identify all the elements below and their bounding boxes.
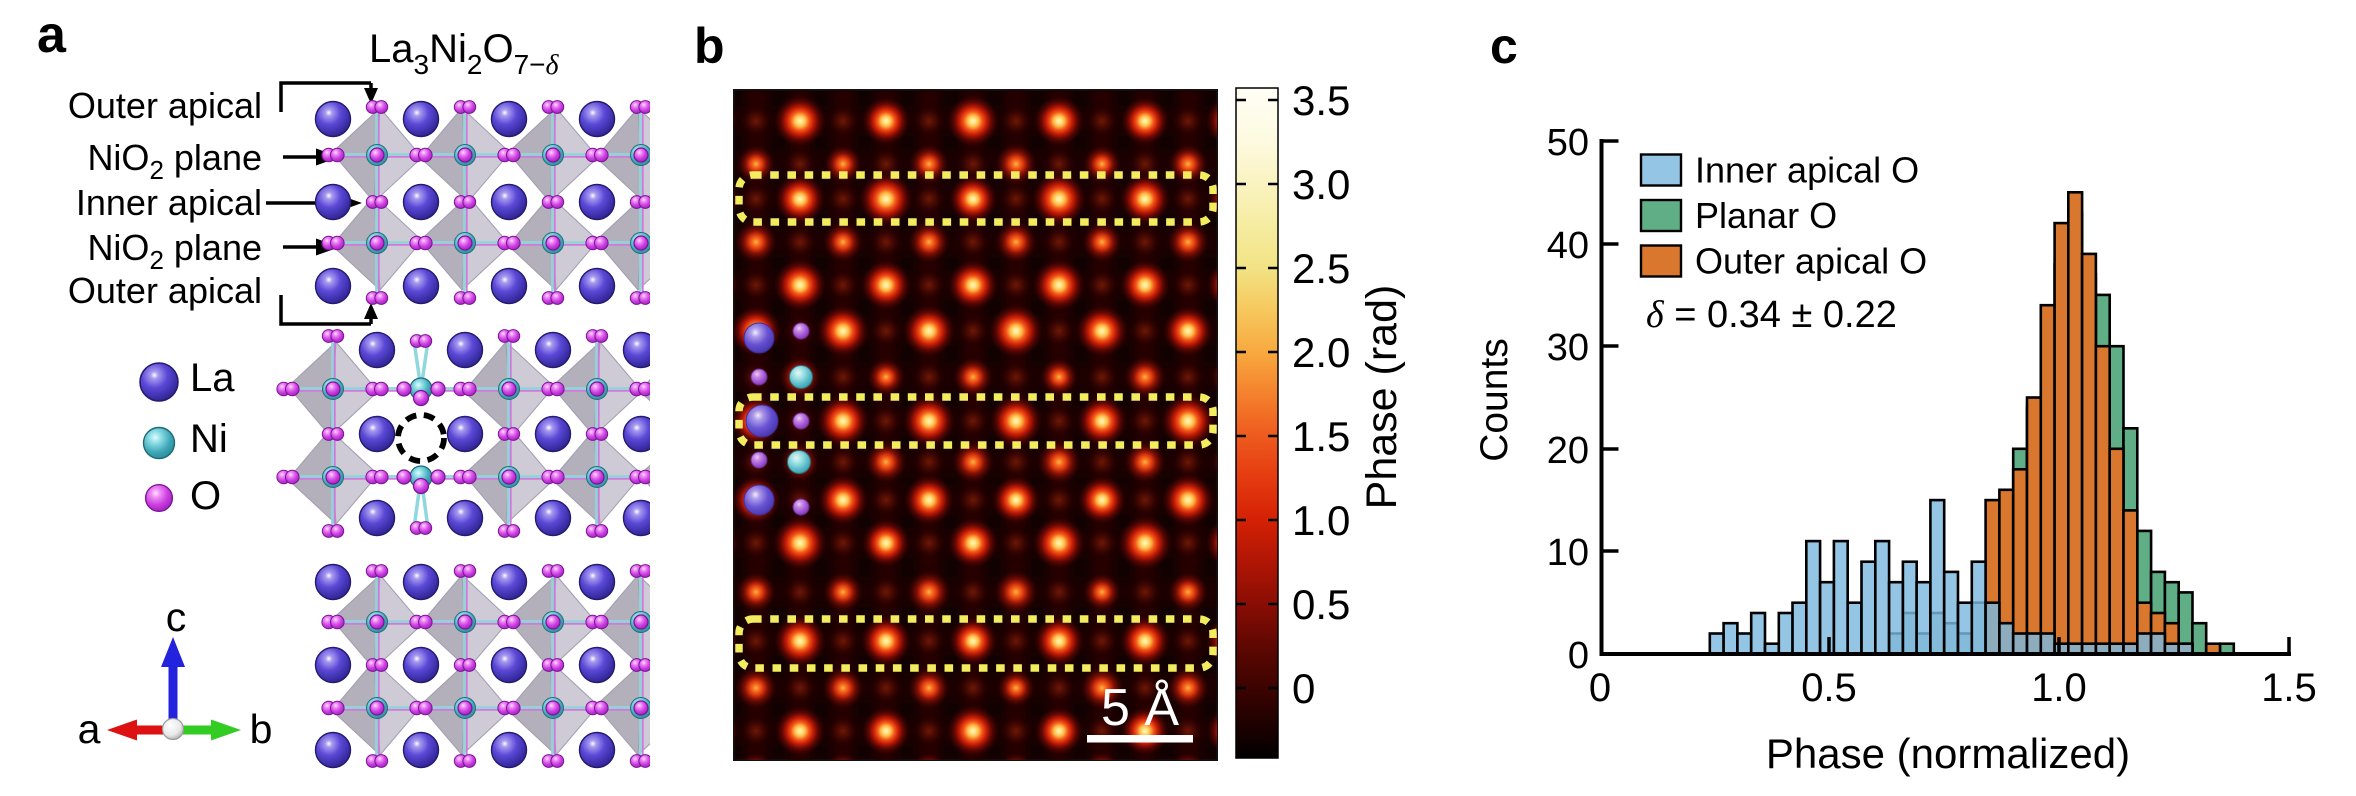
svg-text:Outer apical O: Outer apical O	[1695, 241, 1927, 282]
svg-text:3.5: 3.5	[1292, 77, 1350, 124]
svg-text:3.0: 3.0	[1292, 161, 1350, 208]
svg-text:Counts: Counts	[1473, 338, 1516, 462]
svg-text:40: 40	[1547, 225, 1589, 267]
svg-text:δ = 0.34 ± 0.22: δ = 0.34 ± 0.22	[1646, 294, 1897, 336]
svg-text:10: 10	[1547, 532, 1589, 574]
svg-text:Planar O: Planar O	[1695, 195, 1837, 236]
svg-text:Inner apical O: Inner apical O	[1695, 150, 1919, 191]
svg-text:50: 50	[1547, 122, 1589, 164]
svg-text:NiO2 plane: NiO2 plane	[87, 137, 262, 185]
svg-text:b: b	[694, 18, 725, 74]
svg-text:2.5: 2.5	[1292, 245, 1350, 292]
svg-text:0.5: 0.5	[1292, 581, 1350, 628]
svg-text:c: c	[1490, 18, 1518, 74]
svg-text:30: 30	[1547, 327, 1589, 369]
svg-text:O: O	[190, 474, 221, 518]
svg-text:1.0: 1.0	[1292, 497, 1350, 544]
svg-text:La: La	[190, 356, 235, 400]
svg-text:Outer apical: Outer apical	[68, 85, 262, 126]
svg-text:0: 0	[1568, 635, 1589, 677]
svg-text:Outer apical: Outer apical	[68, 270, 262, 311]
svg-text:Phase (rad): Phase (rad)	[1358, 285, 1406, 510]
svg-text:0: 0	[1292, 665, 1315, 712]
svg-text:Inner apical: Inner apical	[76, 182, 262, 223]
svg-text:NiO2 plane: NiO2 plane	[87, 227, 262, 275]
svg-text:2.0: 2.0	[1292, 329, 1350, 376]
svg-text:b: b	[250, 706, 273, 752]
svg-text:c: c	[166, 594, 187, 640]
svg-text:5 Å: 5 Å	[1101, 679, 1179, 737]
svg-text:a: a	[37, 6, 67, 64]
svg-text:Phase (normalized): Phase (normalized)	[1766, 730, 2130, 777]
svg-text:1.5: 1.5	[1292, 413, 1350, 460]
svg-text:20: 20	[1547, 430, 1589, 472]
svg-text:1.0: 1.0	[2031, 666, 2087, 710]
svg-text:0.5: 0.5	[1801, 666, 1857, 710]
svg-text:0: 0	[1589, 666, 1611, 710]
svg-text:a: a	[78, 706, 101, 752]
svg-text:1.5: 1.5	[2261, 666, 2317, 710]
svg-text:Ni: Ni	[190, 417, 228, 461]
